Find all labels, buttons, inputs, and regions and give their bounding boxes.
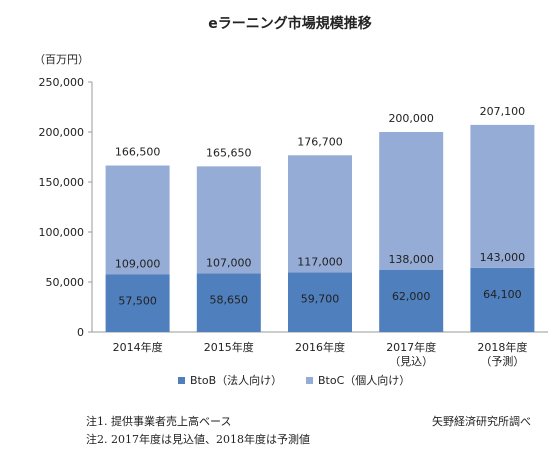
bar-btoc — [196, 166, 261, 274]
bar-btob — [288, 272, 352, 332]
legend-label: BtoC（個人向け） — [318, 373, 410, 387]
y-tick-label: 0 — [77, 326, 84, 339]
y-tick-label: 150,000 — [39, 176, 85, 189]
btoc-value-label: 109,000 — [115, 258, 161, 271]
x-tick-label: 2018年度 — [477, 340, 527, 354]
legend-swatch — [306, 377, 313, 384]
legend-swatch — [178, 377, 185, 384]
btob-value-label: 62,000 — [392, 290, 431, 303]
total-label: 165,650 — [206, 146, 252, 159]
btoc-value-label: 143,000 — [480, 251, 526, 264]
source-credit: 矢野経済研究所調べ — [432, 415, 531, 428]
bar-btob — [105, 274, 170, 332]
btoc-value-label: 107,000 — [206, 256, 252, 269]
note-1: 注1. 提供事業者売上高ベース — [86, 415, 232, 428]
x-tick-label: （見込） — [389, 355, 433, 368]
total-label: 207,100 — [480, 105, 526, 118]
note-2: 注2. 2017年度は見込値、2018年度は予測値 — [86, 433, 310, 446]
total-label: 200,000 — [388, 112, 434, 125]
total-label: 166,500 — [115, 146, 161, 159]
total-label: 176,700 — [297, 135, 343, 148]
chart-title: eラーニング市場規模推移 — [208, 15, 372, 32]
bar-btob — [379, 270, 444, 332]
btoc-value-label: 117,000 — [297, 255, 343, 268]
btob-value-label: 64,100 — [483, 288, 522, 301]
legend: BtoB（法人向け） BtoC（個人向け） — [178, 373, 410, 387]
y-axis-unit-label: （百万円） — [34, 53, 89, 66]
y-tick-label: 200,000 — [39, 126, 85, 139]
bar-btoc — [288, 155, 352, 273]
btob-value-label: 58,650 — [210, 293, 249, 306]
bar-btob — [196, 273, 261, 332]
btob-value-label: 57,500 — [118, 295, 157, 308]
bars — [105, 124, 535, 332]
bar-btob — [470, 267, 535, 332]
x-tick-label: （予測） — [480, 354, 524, 368]
btoc-value-label: 138,000 — [388, 253, 434, 266]
x-tick-label: 2017年度 — [386, 340, 436, 354]
y-tick-label: 50,000 — [46, 276, 85, 289]
x-tick-labels: 2014年度 2015年度 2016年度 2017年度（見込） 2018年度（予測） — [113, 340, 528, 368]
y-tick-label: 250,000 — [39, 76, 85, 89]
y-tick-label: 100,000 — [39, 226, 85, 239]
legend-label: BtoB（法人向け） — [190, 373, 282, 387]
bar-btoc — [379, 132, 444, 270]
x-tick-label: 2014年度 — [113, 340, 163, 354]
data-labels: 166,500 109,000 57,500 165,650 107,000 58,650… — [115, 105, 525, 308]
btob-value-label: 59,700 — [301, 292, 340, 305]
x-tick-label: 2016年度 — [295, 340, 345, 354]
x-tick-label: 2015年度 — [204, 340, 254, 354]
bar-btoc — [105, 165, 170, 275]
bar-btoc — [470, 124, 535, 268]
axes: 0 50,000 100,000 150,000 200,000 250,000 — [39, 76, 548, 339]
